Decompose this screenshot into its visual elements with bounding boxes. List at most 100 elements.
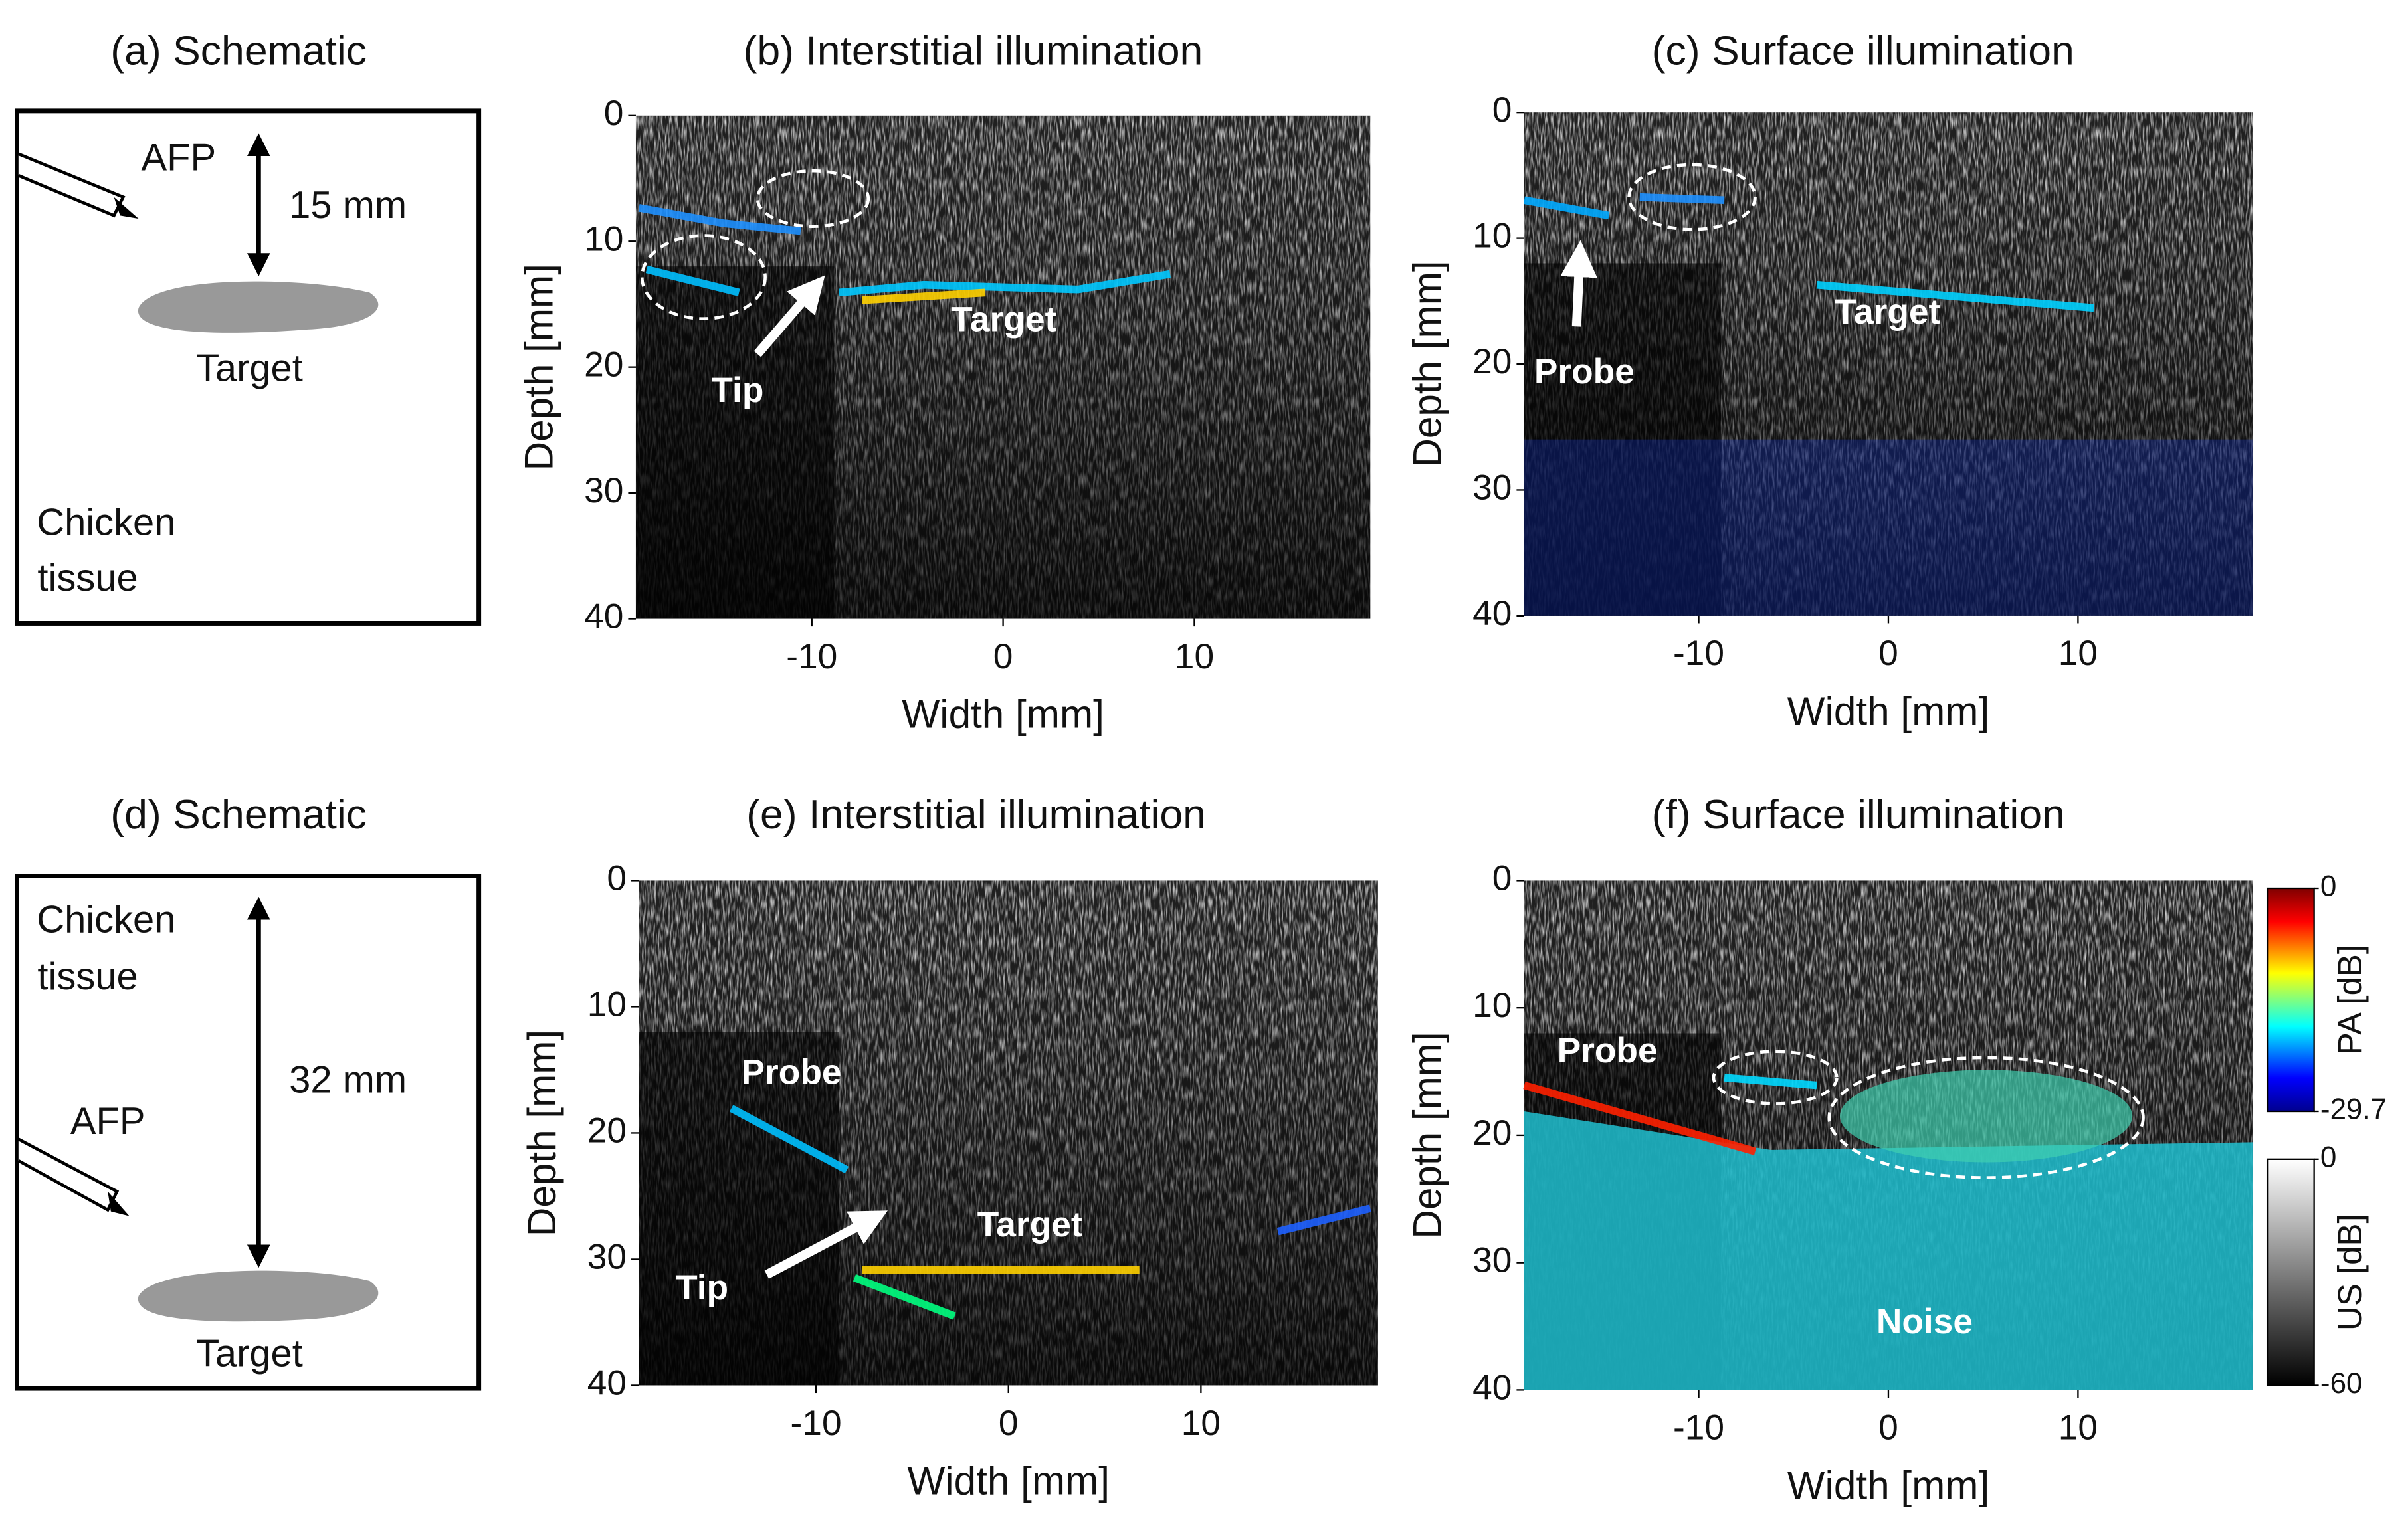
- pointer-arrow: [1560, 240, 1597, 327]
- x-tick-label: -10: [791, 1404, 842, 1443]
- y-tick-label: 40: [1472, 1368, 1512, 1407]
- ultrasound-image: [635, 115, 1371, 619]
- x-tick-label: 10: [1175, 637, 1214, 676]
- ultrasound-image: [1523, 880, 2253, 1390]
- colorbar-tick-label: -60: [2320, 1367, 2363, 1400]
- pa-signal: [729, 1105, 849, 1174]
- annotation: Target: [951, 300, 1056, 339]
- x-axis-label: Width [mm]: [907, 1458, 1110, 1503]
- y-tick-label: 30: [1472, 1241, 1512, 1280]
- y-tick-label: 40: [584, 597, 623, 636]
- y-tick-label: 40: [587, 1364, 627, 1403]
- panel-title: (e) Interstitial illumination: [746, 791, 1206, 838]
- annotation: Target: [1835, 292, 1940, 332]
- colorbar-tick-label: -29.7: [2320, 1093, 2387, 1126]
- pa-signal: [839, 270, 1171, 297]
- y-tick-label: 30: [587, 1238, 627, 1277]
- y-tick-label: 20: [584, 345, 623, 385]
- schematic-label: tissue: [37, 557, 138, 599]
- y-tick-label: 10: [1472, 986, 1512, 1025]
- x-axis-label: Width [mm]: [1787, 1463, 1990, 1508]
- schematic-label: 32 mm: [289, 1058, 407, 1101]
- panel-title: (d) Schematic: [110, 791, 367, 838]
- dashed-outline: [1712, 1050, 1839, 1105]
- schematic-drawing: [15, 108, 482, 1391]
- x-tick-label: 0: [1878, 1408, 1898, 1448]
- y-axis-label: Depth [mm]: [516, 264, 561, 470]
- pa-signal: [638, 204, 801, 235]
- colorbar: [2266, 1158, 2315, 1386]
- x-axis-label: Width [mm]: [1787, 688, 1990, 733]
- x-tick-label: -10: [1673, 634, 1724, 673]
- x-tick-label: 10: [1181, 1404, 1221, 1443]
- pa-signal: [1724, 1074, 1817, 1090]
- ultrasound-image: [639, 880, 1378, 1386]
- pa-signal: [862, 288, 986, 304]
- pa-signal: [645, 265, 740, 296]
- x-tick-label: 0: [1878, 634, 1898, 673]
- annotation: Probe: [1557, 1031, 1658, 1070]
- schematic-label: tissue: [37, 955, 138, 998]
- y-tick-label: 10: [587, 985, 627, 1024]
- pa-signal: [853, 1274, 956, 1320]
- pa-signal: [1639, 193, 1725, 205]
- y-tick-label: 0: [1492, 859, 1512, 898]
- y-tick-label: 20: [1472, 1113, 1512, 1153]
- schematic-label: AFP: [70, 1100, 146, 1143]
- annotation: Noise: [1876, 1302, 1973, 1341]
- y-tick-label: 0: [1492, 90, 1512, 130]
- pa-signal: [1523, 1082, 1757, 1155]
- pa-signal: [1523, 196, 1610, 220]
- pointer-arrow: [753, 275, 825, 357]
- pa-signal: [1816, 280, 2094, 312]
- image-shadow: [639, 1032, 839, 1386]
- panel-title: (c) Surface illumination: [1652, 28, 2074, 74]
- y-tick-label: 30: [1472, 468, 1512, 508]
- panel-title: (b) Interstitial illumination: [744, 28, 1203, 74]
- y-axis-label: Depth [mm]: [519, 1030, 564, 1236]
- schematic-label: Target: [196, 347, 303, 390]
- annotation: Probe: [1534, 352, 1635, 391]
- x-tick-label: -10: [786, 637, 837, 676]
- x-tick-label: -10: [1673, 1408, 1724, 1448]
- image-shadow: [1524, 263, 1721, 616]
- y-tick-label: 10: [1472, 217, 1512, 256]
- y-tick-label: 0: [604, 94, 624, 133]
- y-tick-label: 0: [607, 859, 627, 898]
- y-tick-label: 10: [584, 219, 623, 258]
- colorbar-label: US [dB]: [2331, 1214, 2369, 1331]
- x-tick-label: 0: [999, 1404, 1019, 1443]
- image-shadow: [635, 266, 835, 619]
- colorbar: [2266, 887, 2315, 1113]
- dashed-outline: [640, 234, 767, 320]
- annotation: Target: [977, 1205, 1083, 1244]
- noise-overlay: [1524, 1111, 2253, 1390]
- pointer-arrow: [764, 1210, 888, 1279]
- signal-blob: [1839, 1070, 2133, 1163]
- noise-overlay: [1524, 439, 2253, 616]
- colorbar-tick-label: 0: [2320, 870, 2336, 903]
- y-tick-label: 20: [587, 1111, 627, 1151]
- schematic-label: AFP: [141, 136, 216, 179]
- y-axis-label: Depth [mm]: [1405, 1032, 1450, 1238]
- schematic-label: Target: [196, 1333, 303, 1375]
- annotation: Tip: [676, 1268, 728, 1307]
- x-tick-label: 10: [2058, 634, 2098, 673]
- y-tick-label: 30: [584, 471, 623, 510]
- pa-signal: [1276, 1204, 1371, 1236]
- dashed-outline: [1827, 1056, 2145, 1179]
- colorbar-tick-label: 0: [2320, 1141, 2336, 1173]
- annotation: Probe: [742, 1052, 842, 1092]
- y-tick-label: 20: [1472, 342, 1512, 381]
- dashed-outline: [1627, 163, 1757, 231]
- ultrasound-image: [1523, 112, 2253, 616]
- annotation: Tip: [711, 371, 763, 410]
- x-tick-label: 10: [2058, 1408, 2098, 1448]
- x-tick-label: 0: [993, 637, 1013, 676]
- schematic-label: Chicken: [37, 898, 175, 941]
- dashed-outline: [755, 169, 870, 228]
- panel-title: (a) Schematic: [110, 28, 367, 74]
- schematic-label: Chicken: [37, 501, 175, 543]
